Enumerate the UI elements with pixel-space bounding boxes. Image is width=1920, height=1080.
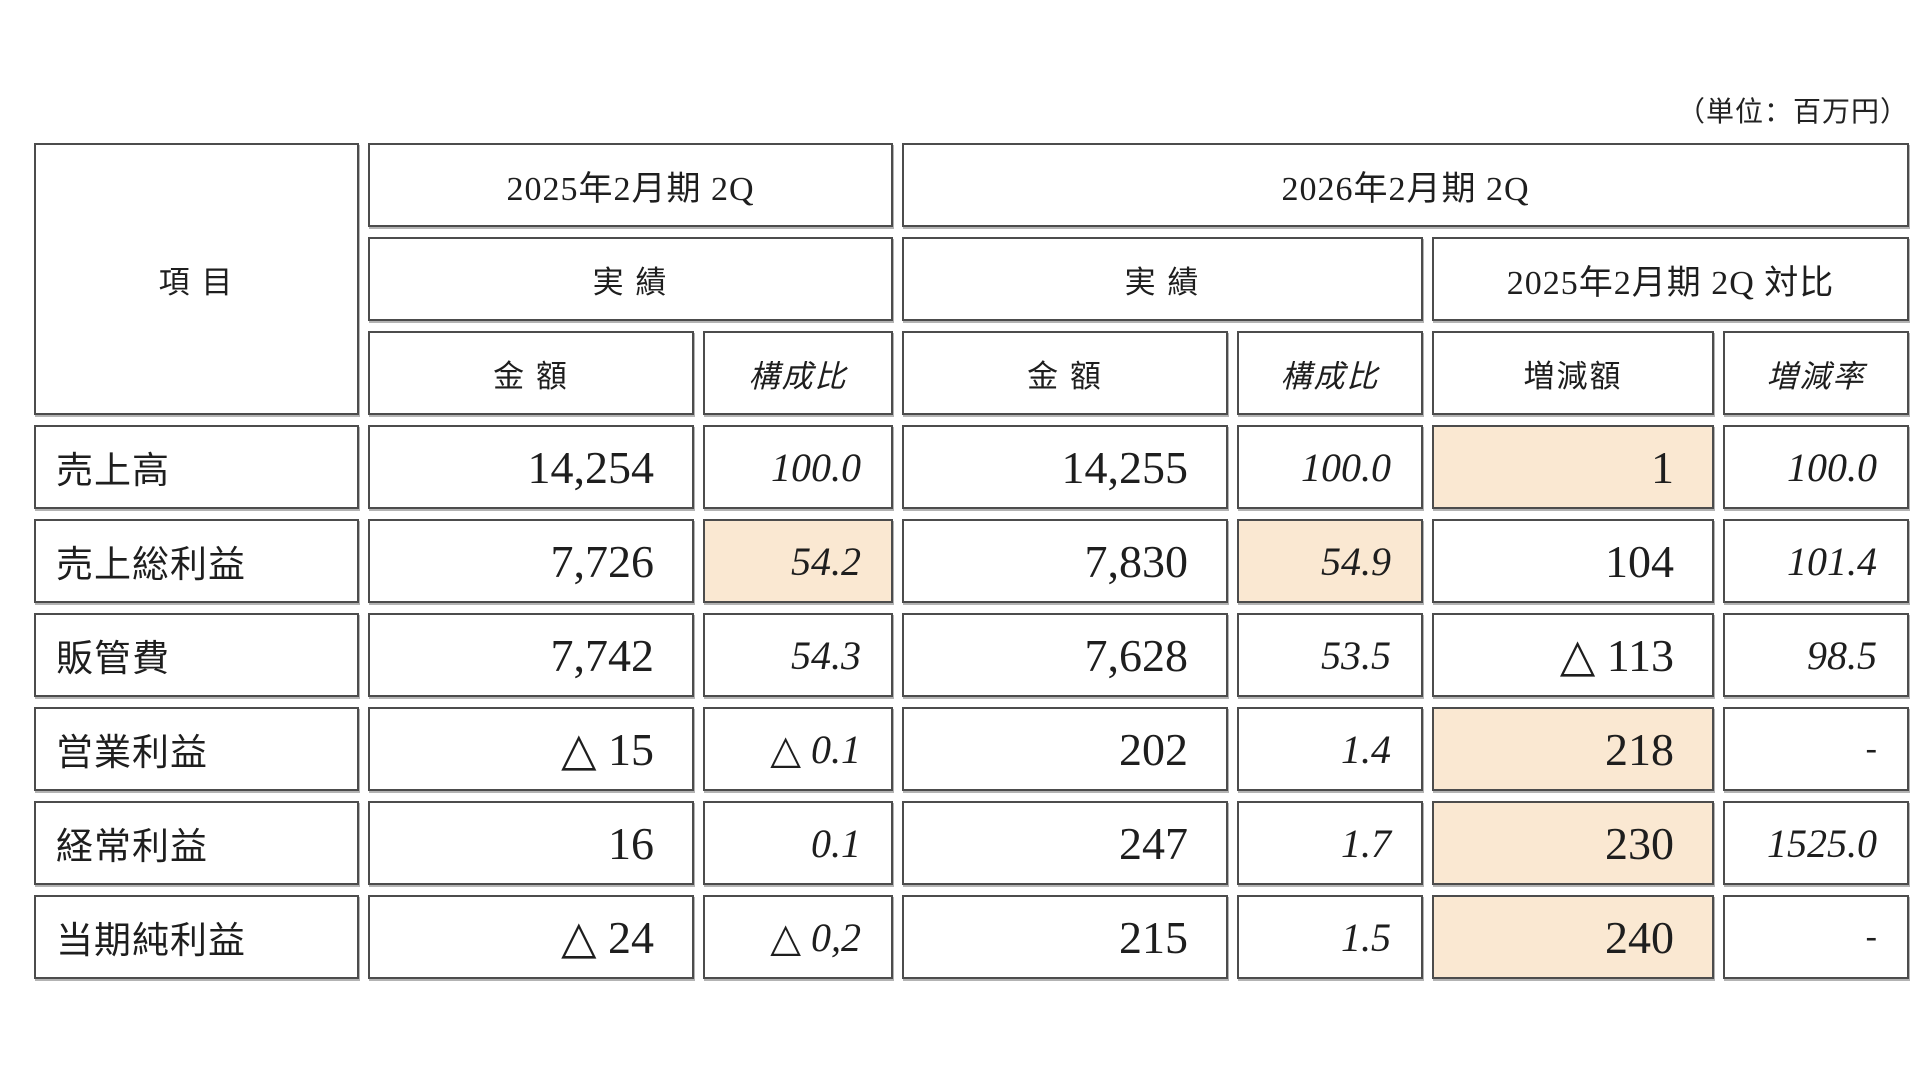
cell-amount-2025: 7,742 xyxy=(368,613,694,697)
cell-ratio-2026: 54.9 xyxy=(1237,519,1423,603)
cell-ratio-2026: 53.5 xyxy=(1237,613,1423,697)
header-item: 項 目 xyxy=(34,143,359,415)
cell-amount-2025: 16 xyxy=(368,801,694,885)
cell-amount-2025: 14,254 xyxy=(368,425,694,509)
cell-amount-2026: 215 xyxy=(902,895,1228,979)
cell-change-rate: 101.4 xyxy=(1723,519,1909,603)
cell-amount-2026: 7,830 xyxy=(902,519,1228,603)
cell-change-rate: - xyxy=(1723,707,1909,791)
cell-change-amount: △ 113 xyxy=(1432,613,1714,697)
cell-change-amount: 1 xyxy=(1432,425,1714,509)
header-amount-2026: 金 額 xyxy=(902,331,1228,415)
cell-change-rate: 100.0 xyxy=(1723,425,1909,509)
header-amount-2025: 金 額 xyxy=(368,331,694,415)
row-item-label: 売上総利益 xyxy=(34,519,359,603)
cell-amount-2026: 202 xyxy=(902,707,1228,791)
cell-amount-2026: 247 xyxy=(902,801,1228,885)
cell-ratio-2025: 54.3 xyxy=(703,613,893,697)
cell-amount-2025: △ 24 xyxy=(368,895,694,979)
row-item-label: 売上高 xyxy=(34,425,359,509)
row-item-label: 経常利益 xyxy=(34,801,359,885)
cell-amount-2025: △ 15 xyxy=(368,707,694,791)
cell-change-rate: 98.5 xyxy=(1723,613,1909,697)
cell-change-amount: 218 xyxy=(1432,707,1714,791)
cell-amount-2026: 7,628 xyxy=(902,613,1228,697)
cell-ratio-2025: 100.0 xyxy=(703,425,893,509)
cell-ratio-2026: 100.0 xyxy=(1237,425,1423,509)
cell-ratio-2026: 1.4 xyxy=(1237,707,1423,791)
cell-change-rate: 1525.0 xyxy=(1723,801,1909,885)
header-ratio-2025: 構成比 xyxy=(703,331,893,415)
cell-amount-2026: 14,255 xyxy=(902,425,1228,509)
cell-ratio-2026: 1.5 xyxy=(1237,895,1423,979)
cell-change-rate: - xyxy=(1723,895,1909,979)
row-item-label: 販管費 xyxy=(34,613,359,697)
header-period-2025: 2025年2月期 2Q xyxy=(368,143,893,227)
cell-ratio-2026: 1.7 xyxy=(1237,801,1423,885)
header-comparison: 2025年2月期 2Q 対比 xyxy=(1432,237,1909,321)
header-ratio-2026: 構成比 xyxy=(1237,331,1423,415)
header-actual-2026: 実 績 xyxy=(902,237,1423,321)
header-change-rate: 増減率 xyxy=(1723,331,1909,415)
header-change-amount: 増減額 xyxy=(1432,331,1714,415)
cell-change-amount: 230 xyxy=(1432,801,1714,885)
cell-ratio-2025: △ 0.1 xyxy=(703,707,893,791)
cell-ratio-2025: 54.2 xyxy=(703,519,893,603)
cell-change-amount: 104 xyxy=(1432,519,1714,603)
financial-results-table: 項 目 2025年2月期 2Q 2026年2月期 2Q 実 績 実 績 2025… xyxy=(34,143,1909,979)
row-item-label: 営業利益 xyxy=(34,707,359,791)
cell-amount-2025: 7,726 xyxy=(368,519,694,603)
cell-ratio-2025: 0.1 xyxy=(703,801,893,885)
cell-change-amount: 240 xyxy=(1432,895,1714,979)
cell-ratio-2025: △ 0,2 xyxy=(703,895,893,979)
header-actual-2025: 実 績 xyxy=(368,237,893,321)
unit-label: （単位：百万円） xyxy=(1676,97,1909,128)
row-item-label: 当期純利益 xyxy=(34,895,359,979)
header-period-2026: 2026年2月期 2Q xyxy=(902,143,1909,227)
